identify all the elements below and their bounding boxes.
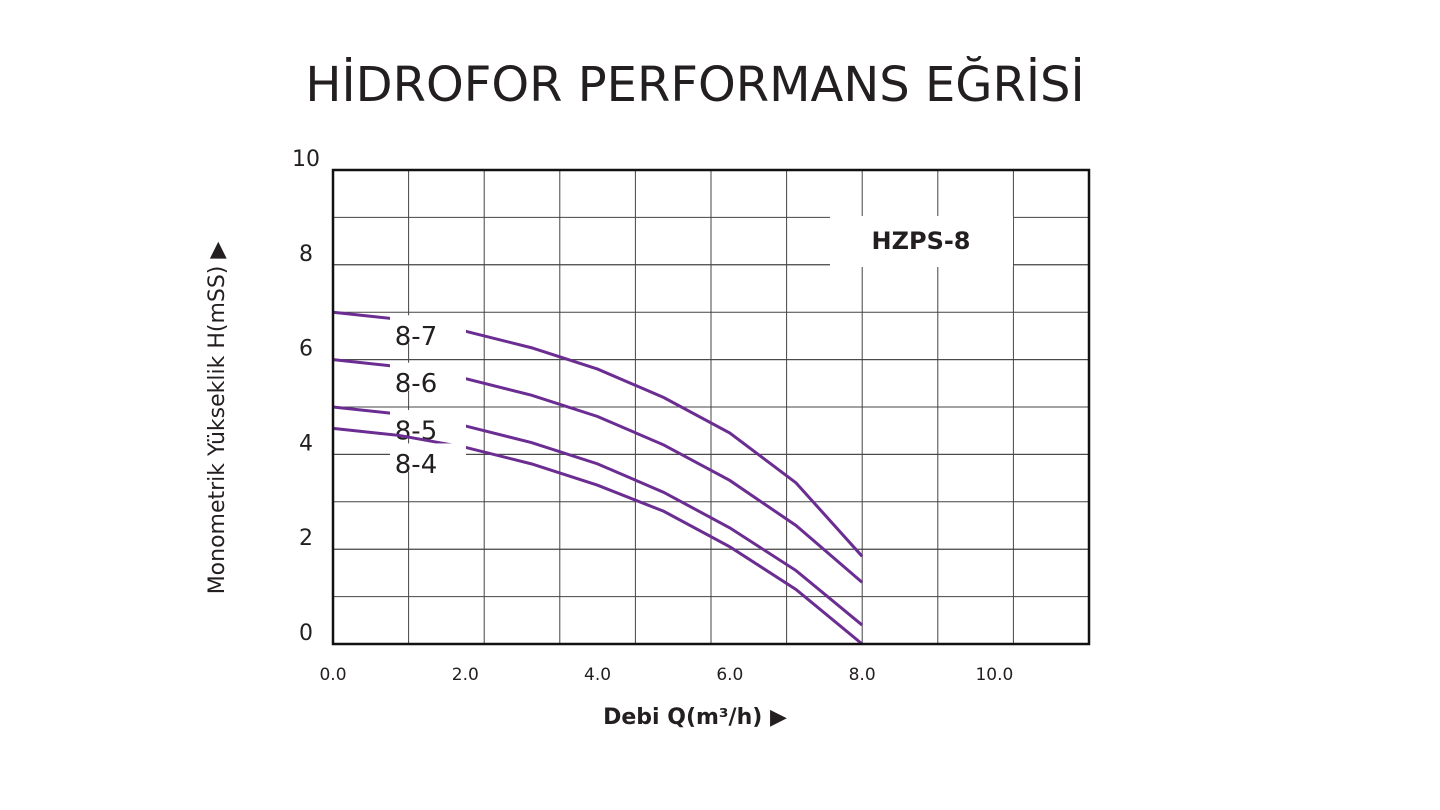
x-tick-label: 0.0 (319, 665, 346, 685)
x-tick-label: 8.0 (849, 665, 876, 685)
x-tick-label: 10.0 (975, 665, 1013, 685)
y-tick-label: 6 (299, 337, 313, 362)
x-tick-label: 6.0 (716, 665, 743, 685)
series-label-bg (390, 410, 466, 439)
plot-frame (331, 168, 1091, 646)
x-tick-label: 2.0 (452, 665, 479, 685)
plot: 8-78-68-58-4 (332, 310, 864, 646)
y-tick-label: 2 (299, 526, 313, 551)
series-label: 8-4 (395, 450, 437, 480)
y-tick-label: 4 (299, 431, 313, 456)
series-label-bg (390, 443, 466, 472)
annotation-box (830, 216, 1013, 267)
series-label-bg (390, 362, 466, 391)
series-label-bg (390, 315, 466, 344)
x-axis-label: Debi Q(m³/h) ▶ (603, 705, 787, 730)
chart-title: HİDROFOR PERFORMANS EĞRİSİ (305, 56, 1084, 113)
y-axis-label: Monometrik Yükseklik H(mSS) ▶ (205, 242, 230, 595)
series-label: 8-6 (395, 369, 437, 399)
series-label: 8-7 (395, 322, 437, 352)
y-tick-label: 8 (299, 242, 313, 267)
x-tick-label: 4.0 (584, 665, 611, 685)
annotation: HZPS-8 (871, 227, 970, 255)
series-line (332, 426, 864, 646)
y-tick-label: 0 (299, 621, 313, 646)
y-tick-label: 10 (292, 147, 320, 172)
